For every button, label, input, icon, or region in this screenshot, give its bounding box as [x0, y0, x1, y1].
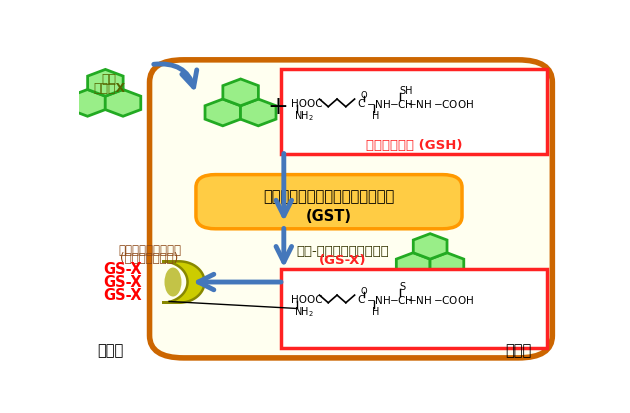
Text: グルタチオン (GSH): グルタチオン (GSH): [367, 138, 463, 152]
Text: O: O: [361, 287, 367, 296]
Text: 細胞内: 細胞内: [505, 343, 531, 358]
Text: $-$NH: $-$NH: [408, 293, 432, 305]
FancyBboxPatch shape: [149, 61, 553, 358]
FancyBboxPatch shape: [282, 70, 547, 154]
Text: (GS-X): (GS-X): [319, 253, 366, 266]
Text: $-$COOH: $-$COOH: [433, 97, 474, 109]
Text: 多剤耐性タンパク質: 多剤耐性タンパク質: [118, 243, 181, 256]
Polygon shape: [70, 90, 105, 117]
Polygon shape: [88, 70, 123, 97]
Text: NH$_2$: NH$_2$: [294, 109, 314, 123]
FancyBboxPatch shape: [196, 175, 462, 229]
Text: H: H: [372, 111, 379, 121]
Text: GS-X: GS-X: [103, 287, 142, 303]
Polygon shape: [223, 80, 258, 107]
Text: (GST): (GST): [306, 208, 352, 223]
FancyBboxPatch shape: [282, 269, 547, 349]
Text: $-$CH: $-$CH: [389, 293, 413, 305]
Text: グルタチオントランスフェラーゼ: グルタチオントランスフェラーゼ: [263, 189, 395, 204]
Text: $-$COOH: $-$COOH: [433, 293, 474, 305]
Text: HOOC: HOOC: [291, 99, 323, 109]
Text: $-$CH: $-$CH: [389, 97, 413, 109]
Text: HOOC: HOOC: [291, 294, 323, 304]
Polygon shape: [413, 234, 447, 259]
Polygon shape: [241, 100, 276, 126]
Polygon shape: [430, 253, 464, 278]
Text: $-$NH: $-$NH: [408, 97, 432, 109]
Polygon shape: [105, 90, 140, 117]
Text: GS-X: GS-X: [103, 261, 142, 276]
Text: C: C: [357, 294, 364, 304]
Text: 異物: 異物: [101, 73, 117, 86]
Text: H: H: [372, 306, 379, 316]
Text: C: C: [357, 99, 364, 109]
Polygon shape: [396, 253, 430, 278]
Text: +: +: [268, 95, 289, 119]
Text: S: S: [399, 282, 405, 292]
Text: NH$_2$: NH$_2$: [294, 304, 314, 318]
Text: $-$NH: $-$NH: [366, 293, 391, 305]
Text: 異物-グルタチオン抱合体: 異物-グルタチオン抱合体: [296, 244, 389, 257]
Text: O: O: [361, 91, 367, 100]
Text: GS-X: GS-X: [103, 274, 142, 289]
Ellipse shape: [164, 268, 181, 297]
Text: $-$NH: $-$NH: [366, 97, 391, 109]
Text: 化合物X: 化合物X: [93, 82, 125, 95]
Polygon shape: [205, 100, 241, 126]
Text: SH: SH: [399, 86, 413, 96]
PathPatch shape: [162, 262, 205, 303]
Text: 細胞外: 細胞外: [98, 343, 123, 358]
Text: (薬剤排出ポンプ): (薬剤排出ポンプ): [120, 252, 179, 264]
